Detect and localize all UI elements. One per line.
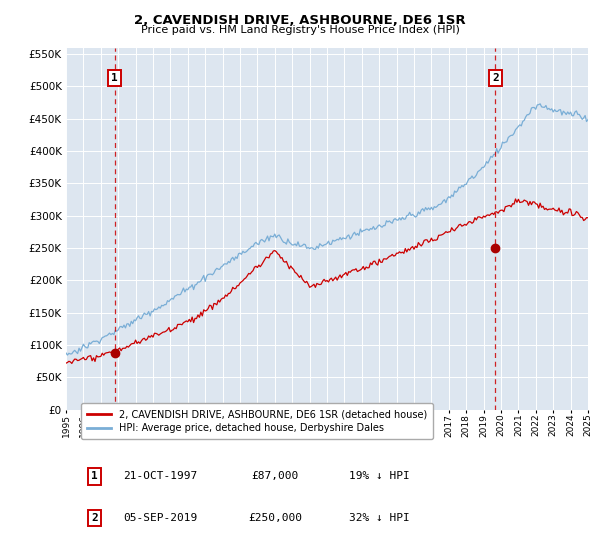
Text: 2, CAVENDISH DRIVE, ASHBOURNE, DE6 1SR: 2, CAVENDISH DRIVE, ASHBOURNE, DE6 1SR (134, 14, 466, 27)
Text: Price paid vs. HM Land Registry's House Price Index (HPI): Price paid vs. HM Land Registry's House … (140, 25, 460, 35)
Text: 2: 2 (492, 73, 499, 83)
Text: 21-OCT-1997: 21-OCT-1997 (123, 472, 197, 482)
Text: 2: 2 (91, 513, 98, 523)
Text: 32% ↓ HPI: 32% ↓ HPI (349, 513, 410, 523)
Text: 1: 1 (111, 73, 118, 83)
Text: £87,000: £87,000 (251, 472, 298, 482)
Text: 1: 1 (91, 472, 98, 482)
Text: £250,000: £250,000 (248, 513, 302, 523)
Text: 05-SEP-2019: 05-SEP-2019 (123, 513, 197, 523)
Text: 19% ↓ HPI: 19% ↓ HPI (349, 472, 410, 482)
Legend: 2, CAVENDISH DRIVE, ASHBOURNE, DE6 1SR (detached house), HPI: Average price, det: 2, CAVENDISH DRIVE, ASHBOURNE, DE6 1SR (… (82, 403, 433, 439)
